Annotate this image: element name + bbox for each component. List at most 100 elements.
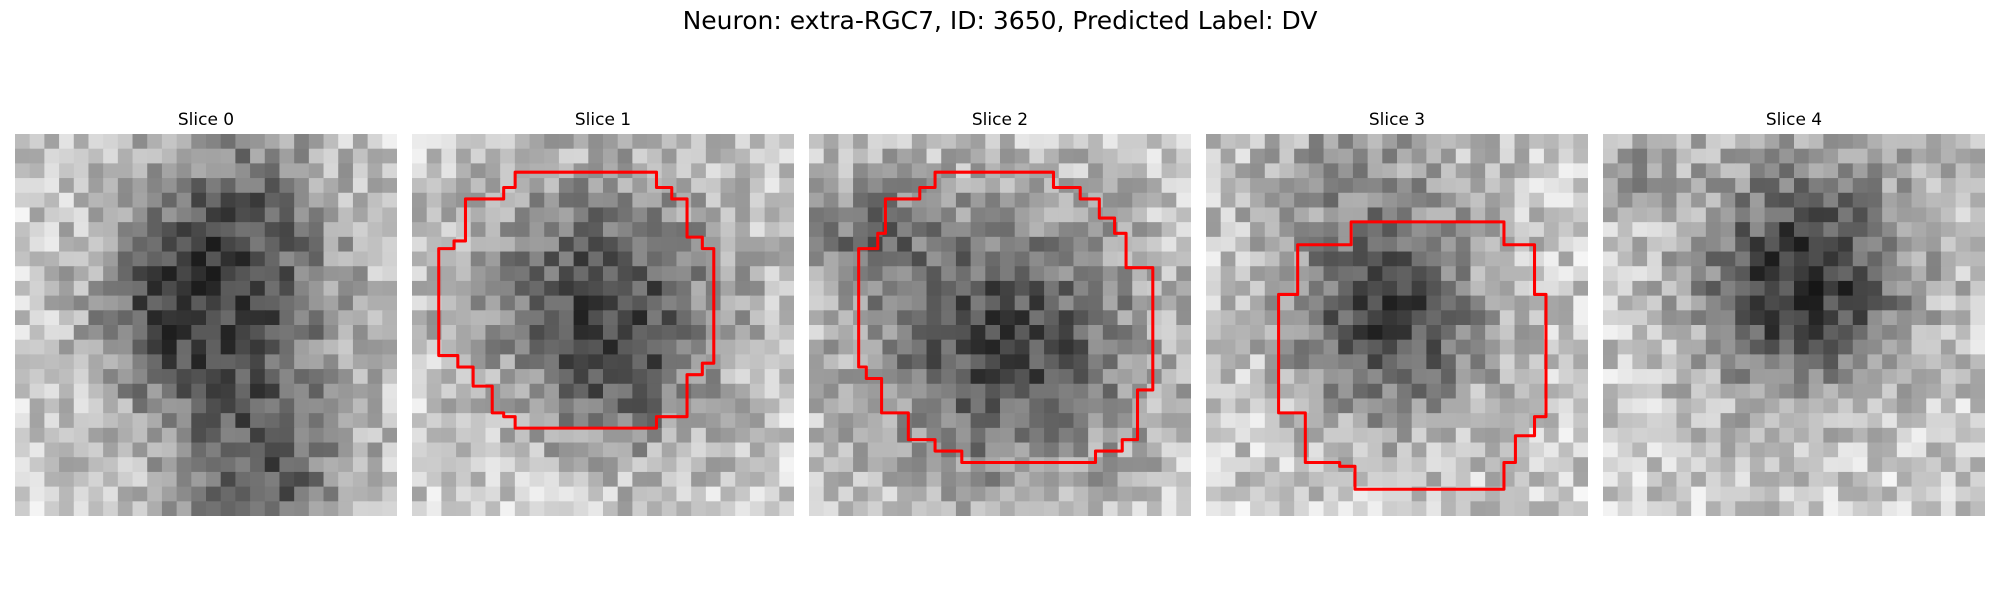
image-pixel — [1338, 369, 1354, 385]
image-pixel — [29, 427, 46, 444]
image-pixel — [308, 354, 325, 370]
image-pixel — [1882, 325, 1898, 341]
image-pixel — [823, 178, 840, 194]
image-pixel — [955, 413, 972, 429]
image-pixel — [676, 266, 692, 282]
image-pixel — [279, 413, 295, 429]
image-pixel — [59, 471, 75, 488]
image-pixel — [1779, 134, 1795, 150]
image-pixel — [911, 457, 928, 473]
image-pixel — [853, 457, 869, 473]
image-pixel — [426, 134, 443, 150]
image-pixel — [1940, 310, 1957, 326]
image-pixel — [1573, 457, 1588, 473]
image-pixel — [632, 486, 648, 503]
image-pixel — [1970, 486, 1985, 503]
image-pixel — [588, 457, 604, 473]
image-pixel — [911, 325, 928, 341]
image-pixel — [764, 413, 781, 429]
image-pixel — [1573, 325, 1588, 341]
image-pixel — [117, 369, 134, 385]
image-pixel — [514, 501, 531, 516]
image-pixel — [970, 398, 987, 414]
image-pixel — [294, 427, 310, 444]
image-pixel — [867, 295, 884, 312]
image-pixel — [1338, 383, 1354, 400]
image-pixel — [1852, 310, 1869, 326]
image-pixel — [1000, 457, 1016, 473]
image-pixel — [705, 178, 722, 194]
image-pixel — [1367, 148, 1384, 165]
image-pixel — [823, 383, 840, 400]
image-pixel — [73, 471, 90, 488]
image-pixel — [73, 325, 90, 341]
image-pixel — [1352, 310, 1369, 326]
image-pixel — [1029, 310, 1045, 326]
image-pixel — [485, 486, 501, 503]
image-pixel — [1970, 501, 1985, 516]
image-pixel — [1779, 192, 1795, 209]
image-pixel — [1176, 178, 1191, 194]
image-pixel — [809, 486, 825, 503]
image-pixel — [720, 266, 736, 282]
image-pixel — [1146, 266, 1163, 282]
image-pixel — [1955, 207, 1972, 223]
image-pixel — [853, 325, 869, 341]
image-pixel — [1632, 280, 1648, 297]
image-pixel — [1455, 148, 1472, 165]
image-pixel — [1911, 427, 1927, 444]
image-pixel — [1058, 398, 1075, 414]
image-pixel — [132, 486, 148, 503]
image-pixel — [1529, 398, 1545, 414]
image-pixel — [867, 178, 884, 194]
image-pixel — [544, 266, 560, 282]
image-pixel — [1603, 134, 1619, 150]
image-pixel — [1176, 310, 1191, 326]
image-pixel — [1235, 266, 1251, 282]
image-pixel — [544, 413, 560, 429]
image-pixel — [1543, 207, 1560, 223]
image-pixel — [1705, 222, 1722, 238]
image-pixel — [720, 207, 736, 223]
image-pixel — [617, 457, 634, 473]
image-pixel — [73, 192, 90, 209]
image-pixel — [1146, 325, 1163, 341]
image-pixel — [1676, 383, 1692, 400]
image-pixel — [573, 295, 590, 312]
image-pixel — [632, 280, 648, 297]
image-pixel — [1926, 295, 1942, 312]
image-pixel — [206, 178, 222, 194]
image-pixel — [161, 427, 178, 444]
image-pixel — [1132, 501, 1148, 516]
image-pixel — [1000, 486, 1016, 503]
image-pixel — [647, 457, 663, 473]
image-pixel — [485, 354, 501, 370]
image-pixel — [1558, 339, 1575, 356]
image-pixel — [897, 295, 913, 312]
image-pixel — [323, 427, 339, 444]
image-pixel — [838, 339, 854, 356]
image-pixel — [1514, 295, 1530, 312]
image-pixel — [220, 222, 237, 238]
image-pixel — [970, 325, 987, 341]
image-pixel — [103, 398, 119, 414]
image-pixel — [1720, 222, 1736, 238]
image-pixel — [1338, 134, 1354, 150]
image-pixel — [1838, 251, 1854, 267]
image-pixel — [720, 398, 736, 414]
image-pixel — [764, 236, 781, 253]
image-pixel — [279, 280, 295, 297]
image-pixel — [617, 134, 634, 150]
image-pixel — [1044, 369, 1060, 385]
image-pixel — [1485, 457, 1501, 473]
slice-image — [809, 134, 1191, 516]
image-pixel — [1073, 295, 1089, 312]
image-pixel — [1940, 222, 1957, 238]
image-pixel — [882, 442, 898, 458]
image-pixel — [132, 442, 148, 458]
image-pixel — [1896, 325, 1913, 341]
image-pixel — [1647, 222, 1663, 238]
image-pixel — [720, 236, 736, 253]
image-pixel — [985, 427, 1001, 444]
image-pixel — [1264, 251, 1281, 267]
